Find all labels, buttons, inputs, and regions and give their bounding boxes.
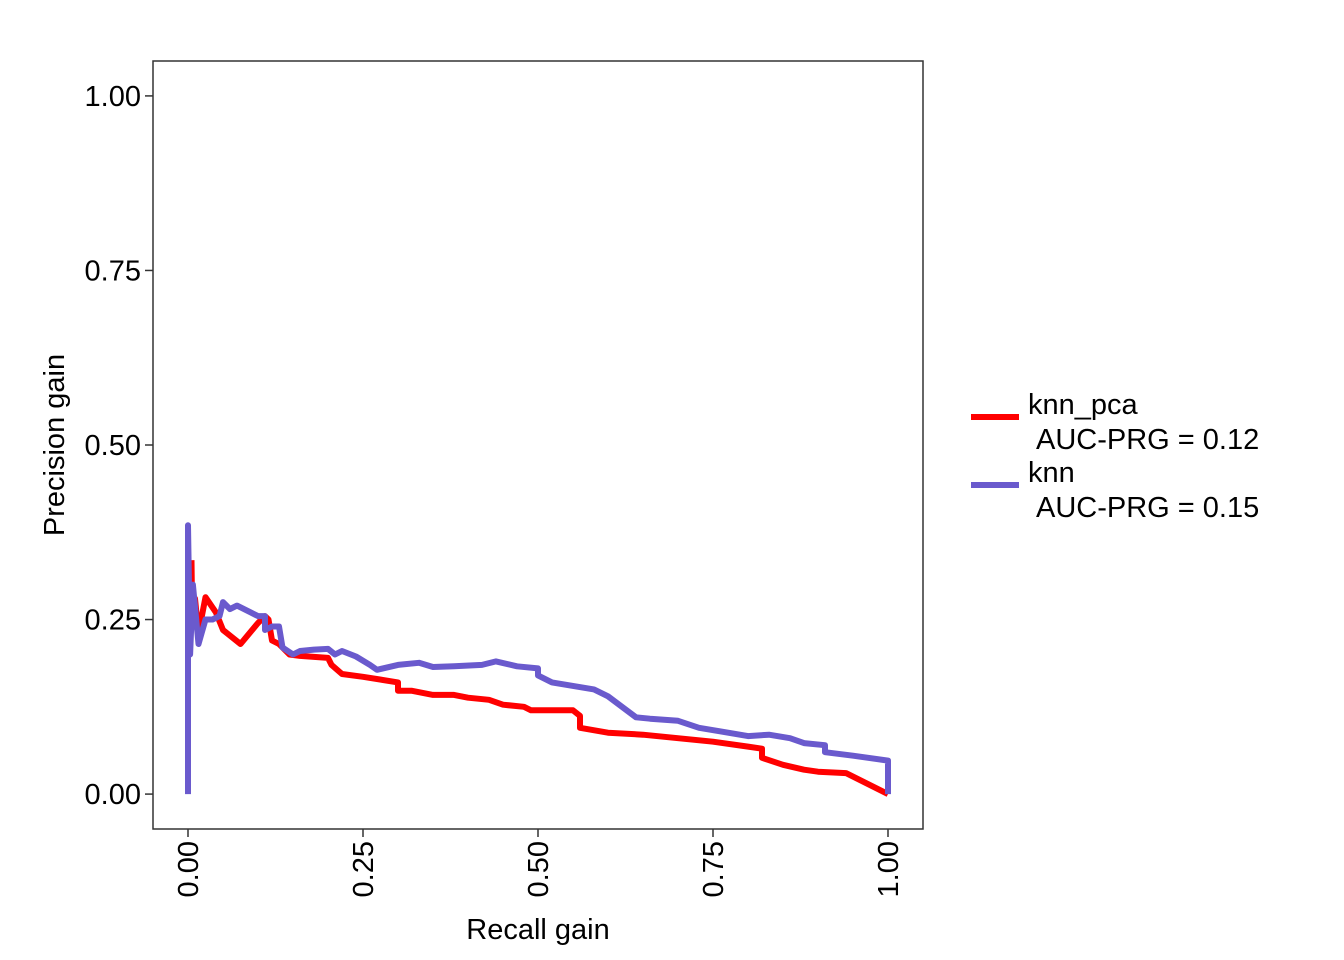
x-axis: 0.00 0.25 0.50 0.75 1.00 [173,829,905,897]
x-tick-label: 0.25 [348,841,380,897]
y-tick-label: 0.50 [85,430,141,462]
x-tick-label: 0.00 [173,841,205,897]
y-tick-label: 0.25 [85,605,141,637]
y-axis-label: Precision gain [39,354,71,536]
x-tick-label: 1.00 [873,841,905,897]
series-lines [185,522,891,797]
series-line-knn-pca [188,560,890,797]
legend-label-auc: AUC-PRG = 0.15 [1036,492,1259,524]
legend-label-name: knn [1028,457,1075,489]
y-tick-label: 0.00 [85,779,141,811]
series-line-knn [185,522,891,795]
x-axis-label: Recall gain [466,914,609,946]
y-tick-label: 0.75 [85,255,141,287]
x-tick-label: 0.75 [698,841,730,897]
plot-background [153,61,923,829]
legend-label-name: knn_pca [1028,389,1139,421]
y-tick-label: 1.00 [85,81,141,113]
y-axis: 0.00 0.25 0.50 0.75 1.00 [85,81,153,811]
legend-label-auc: AUC-PRG = 0.12 [1036,424,1259,456]
x-tick-label: 0.50 [523,841,555,897]
